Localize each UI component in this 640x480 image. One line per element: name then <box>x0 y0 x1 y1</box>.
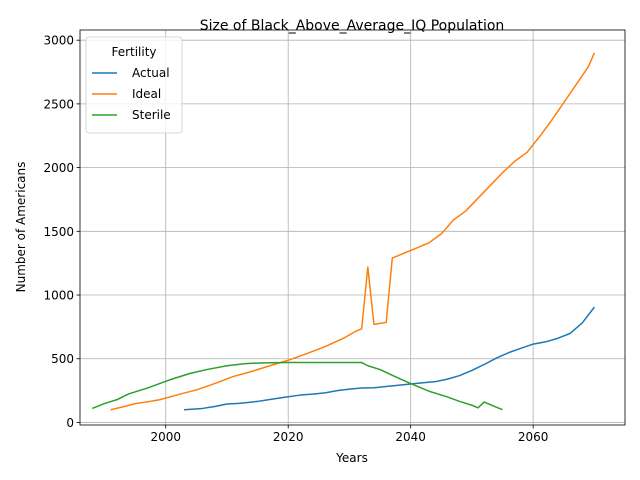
legend-entries: Actual Ideal Sterile <box>92 66 171 122</box>
series-line-actual <box>184 306 595 411</box>
x-tick-label: 2040 <box>395 430 426 444</box>
legend: Fertility Actual Ideal Sterile <box>85 36 183 134</box>
y-axis-label: Number of Americans <box>14 162 28 293</box>
series-line-sterile <box>91 361 503 411</box>
legend-box <box>85 36 183 134</box>
y-tick-label: 500 <box>51 352 74 366</box>
y-tick-label: 1500 <box>43 225 74 239</box>
legend-title: Fertility <box>111 45 156 59</box>
x-axis-ticks: 2000 2020 2040 2060 <box>150 425 548 444</box>
y-tick-label: 1000 <box>43 289 74 303</box>
y-axis-ticks: 0 500 1000 1500 2000 2500 3000 <box>43 34 80 430</box>
chart-title: Size of Black_Above_Average_IQ Populatio… <box>200 18 505 34</box>
x-tick-label: 2020 <box>273 430 304 444</box>
y-tick-label: 0 <box>66 416 74 430</box>
legend-label-actual: Actual <box>132 66 170 80</box>
y-tick-label: 2000 <box>43 161 74 175</box>
plot-frame <box>79 29 626 426</box>
y-tick-label: 3000 <box>43 34 74 48</box>
x-tick-label: 2060 <box>518 430 549 444</box>
legend-label-sterile: Sterile <box>132 108 171 122</box>
legend-label-ideal: Ideal <box>132 87 161 101</box>
series-line-ideal <box>110 52 596 411</box>
series-layer <box>91 52 596 411</box>
x-tick-label: 2000 <box>150 430 181 444</box>
x-axis-label: Years <box>335 451 368 465</box>
y-tick-label: 2500 <box>43 97 74 111</box>
